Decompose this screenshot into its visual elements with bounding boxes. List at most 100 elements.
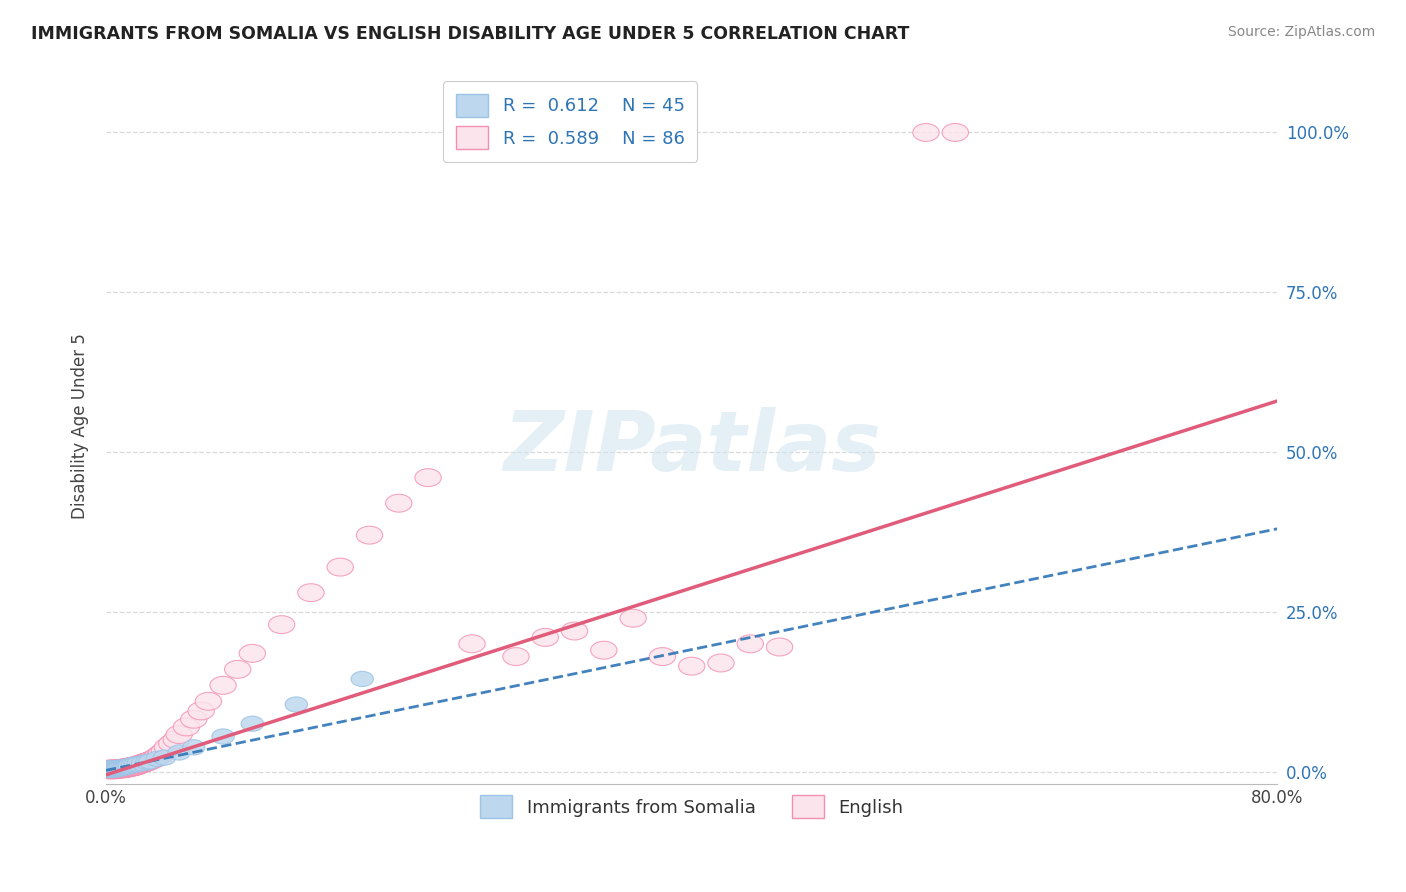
Ellipse shape [110,760,132,775]
Ellipse shape [458,635,485,653]
Ellipse shape [103,761,125,776]
Ellipse shape [96,761,122,779]
Ellipse shape [107,760,129,775]
Ellipse shape [139,750,166,768]
Ellipse shape [97,760,124,778]
Ellipse shape [129,755,156,772]
Ellipse shape [209,676,236,694]
Ellipse shape [127,756,153,773]
Ellipse shape [149,745,174,763]
Ellipse shape [195,692,222,710]
Ellipse shape [132,754,159,772]
Ellipse shape [239,644,266,663]
Ellipse shape [94,761,121,779]
Ellipse shape [415,468,441,486]
Ellipse shape [125,756,152,773]
Ellipse shape [103,761,129,779]
Ellipse shape [912,123,939,142]
Ellipse shape [737,635,763,653]
Ellipse shape [98,762,121,777]
Text: ZIPatlas: ZIPatlas [503,408,880,489]
Ellipse shape [167,745,190,760]
Ellipse shape [96,762,118,777]
Ellipse shape [117,759,139,774]
Ellipse shape [766,638,793,656]
Ellipse shape [111,760,134,775]
Ellipse shape [114,759,139,777]
Ellipse shape [108,760,135,778]
Ellipse shape [105,759,132,778]
Ellipse shape [152,742,177,760]
Ellipse shape [121,757,143,772]
Ellipse shape [101,762,122,777]
Text: IMMIGRANTS FROM SOMALIA VS ENGLISH DISABILITY AGE UNDER 5 CORRELATION CHART: IMMIGRANTS FROM SOMALIA VS ENGLISH DISAB… [31,25,910,43]
Ellipse shape [107,761,129,776]
Ellipse shape [942,123,969,142]
Ellipse shape [136,752,163,770]
Ellipse shape [104,762,127,777]
Ellipse shape [117,758,142,776]
Ellipse shape [105,762,128,777]
Ellipse shape [97,762,120,777]
Ellipse shape [115,758,141,776]
Ellipse shape [122,757,149,775]
Ellipse shape [104,760,131,778]
Ellipse shape [114,760,136,775]
Ellipse shape [146,751,169,766]
Ellipse shape [118,757,143,775]
Ellipse shape [97,761,120,776]
Ellipse shape [111,759,138,777]
Ellipse shape [115,760,138,775]
Ellipse shape [104,759,131,778]
Ellipse shape [127,756,149,772]
Ellipse shape [166,725,193,744]
Ellipse shape [269,615,295,633]
Ellipse shape [107,762,129,777]
Ellipse shape [108,759,135,778]
Ellipse shape [159,735,186,753]
Ellipse shape [356,526,382,544]
Ellipse shape [591,641,617,659]
Ellipse shape [650,648,676,665]
Ellipse shape [105,760,132,778]
Ellipse shape [620,609,647,627]
Ellipse shape [173,718,200,736]
Ellipse shape [131,754,157,772]
Text: Source: ZipAtlas.com: Source: ZipAtlas.com [1227,25,1375,39]
Ellipse shape [188,702,214,720]
Ellipse shape [120,758,145,776]
Ellipse shape [285,697,308,712]
Ellipse shape [110,761,132,776]
Ellipse shape [103,762,125,777]
Ellipse shape [155,739,180,756]
Ellipse shape [153,750,176,765]
Ellipse shape [385,494,412,512]
Ellipse shape [103,762,125,777]
Ellipse shape [97,762,120,777]
Ellipse shape [98,761,125,779]
Ellipse shape [531,629,558,647]
Ellipse shape [101,762,122,777]
Ellipse shape [108,761,131,776]
Ellipse shape [114,759,139,778]
Ellipse shape [146,746,173,764]
Ellipse shape [352,672,374,687]
Ellipse shape [110,759,136,777]
Ellipse shape [242,716,263,731]
Ellipse shape [111,759,138,778]
Ellipse shape [112,760,135,775]
Ellipse shape [225,660,250,678]
Ellipse shape [117,759,142,777]
Ellipse shape [180,710,207,728]
Legend: Immigrants from Somalia, English: Immigrants from Somalia, English [472,788,911,825]
Ellipse shape [124,757,150,775]
Ellipse shape [139,754,162,769]
Ellipse shape [101,761,122,776]
Ellipse shape [679,657,704,675]
Ellipse shape [128,755,155,773]
Ellipse shape [212,729,235,744]
Ellipse shape [561,622,588,640]
Ellipse shape [104,761,127,776]
Ellipse shape [124,757,146,772]
Ellipse shape [96,762,118,777]
